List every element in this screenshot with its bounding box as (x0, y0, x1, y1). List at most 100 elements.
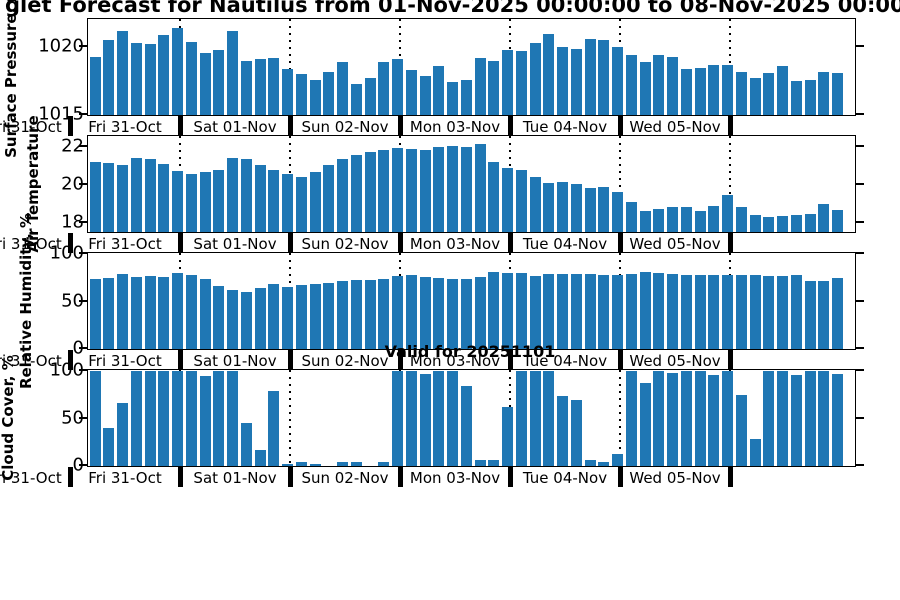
bar (309, 172, 321, 232)
bar (598, 274, 610, 349)
bar (282, 287, 293, 349)
bar (474, 460, 486, 466)
bar (295, 176, 307, 232)
day-tick (68, 232, 73, 253)
day-tick (288, 232, 293, 253)
bar (708, 374, 720, 466)
bar (543, 33, 555, 115)
bar (680, 68, 692, 115)
y-tick-label: 22 (61, 135, 84, 156)
bar (392, 59, 403, 115)
day-label: Sun 02-Nov (301, 117, 389, 136)
bar (419, 75, 431, 115)
bar (268, 284, 280, 349)
bar (749, 214, 761, 232)
day-label: Fri 31-Oct (88, 117, 162, 136)
bar (460, 79, 472, 115)
y-tick-mark (856, 299, 864, 302)
bar (419, 150, 431, 232)
bar (172, 273, 183, 349)
bar (708, 64, 720, 115)
bar (818, 280, 830, 349)
bar (89, 161, 101, 232)
day-tick (728, 466, 733, 487)
x-axis-row-pressure: Fri 31-Oct Fri 31-Oct Sat 01-Nov Sun 02-Nov… (0, 115, 900, 137)
day-label: Sat 01-Nov (193, 351, 277, 370)
bar (804, 213, 816, 232)
bar (722, 371, 733, 466)
day-label-margin: Fri 31-Oct (0, 117, 62, 136)
bar (639, 272, 651, 349)
bar (227, 290, 238, 349)
bar (337, 158, 348, 232)
bar (474, 143, 486, 232)
bar (117, 273, 128, 349)
bar (213, 49, 225, 115)
bar (543, 371, 555, 466)
y-tick-mark (79, 416, 87, 419)
bar (570, 273, 582, 349)
bar (117, 403, 128, 466)
humidity-chart (87, 252, 856, 350)
bar (130, 157, 142, 232)
bar (254, 59, 266, 115)
bar (557, 273, 568, 349)
bar (639, 211, 651, 232)
bar (598, 462, 610, 466)
day-label: Tue 04-Nov (522, 234, 608, 253)
bar (804, 79, 816, 115)
bar (185, 174, 197, 232)
day-gridline (729, 136, 731, 232)
bar (625, 273, 637, 349)
day-tick (288, 349, 293, 370)
bar (474, 58, 486, 115)
bar (790, 374, 802, 466)
bar (502, 407, 513, 466)
bar (158, 163, 170, 232)
day-label: Mon 03-Nov (409, 351, 501, 370)
day-label: Fri 31-Oct (88, 234, 162, 253)
day-label: Sat 01-Nov (193, 468, 277, 487)
bar (667, 273, 678, 349)
bar (350, 279, 362, 349)
bar (735, 394, 747, 466)
bar (777, 275, 788, 349)
bar (323, 164, 335, 232)
bar (213, 170, 225, 232)
bar (158, 371, 170, 466)
bar (529, 371, 541, 466)
bar (433, 66, 445, 115)
bar (625, 201, 637, 232)
day-tick (178, 349, 183, 370)
y-tick-mark (79, 144, 87, 147)
bar (254, 288, 266, 349)
bar (598, 40, 610, 115)
day-tick (398, 349, 403, 370)
bar (185, 274, 197, 349)
y-tick-mark (856, 45, 864, 48)
bar (818, 203, 830, 232)
bar (529, 176, 541, 232)
day-label: Sat 01-Nov (193, 234, 277, 253)
bar (117, 164, 128, 232)
day-label: Sat 01-Nov (193, 117, 277, 136)
bar (777, 215, 788, 232)
bar (378, 462, 390, 466)
day-tick (618, 115, 623, 136)
day-tick (398, 466, 403, 487)
bar (392, 275, 403, 349)
bar (488, 460, 500, 466)
bar (722, 194, 733, 232)
y-tick-mark (79, 45, 87, 48)
bar (832, 373, 843, 466)
day-tick (508, 466, 513, 487)
bar (185, 371, 197, 466)
bar (254, 449, 266, 466)
day-label: Tue 04-Nov (522, 117, 608, 136)
y-tick-label: 100 (49, 359, 84, 381)
bar (419, 276, 431, 349)
y-tick-mark (79, 220, 87, 223)
bar (502, 168, 513, 232)
bar (570, 48, 582, 115)
bar (694, 67, 706, 115)
